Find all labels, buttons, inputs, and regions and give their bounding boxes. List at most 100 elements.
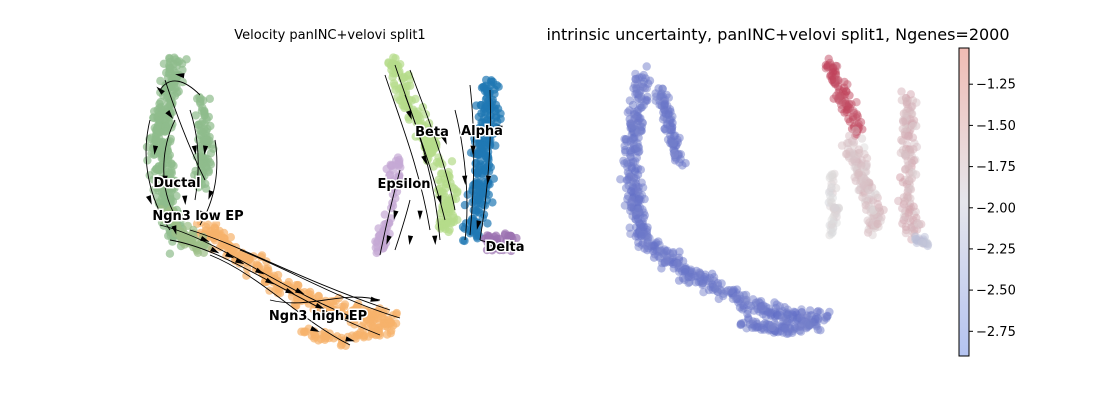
- uncertainty-point: [627, 203, 636, 212]
- ngn3-high-ep-point: [271, 278, 281, 287]
- velocity-arrow: [295, 287, 305, 295]
- alpha-point: [494, 82, 503, 91]
- velocity-arrow: [162, 175, 168, 185]
- uncertainty-point: [899, 117, 908, 126]
- velocity-arrow: [436, 195, 442, 205]
- streamline: [409, 69, 456, 211]
- uncertainty-point: [850, 173, 859, 182]
- beta-point: [450, 184, 459, 194]
- delta-point: [483, 231, 492, 240]
- streamline: [269, 296, 381, 304]
- beta-point: [405, 81, 415, 91]
- beta-point: [400, 73, 409, 82]
- uncertainty-point: [911, 232, 920, 241]
- uncertainty-point: [704, 285, 714, 295]
- uncertainty-point: [638, 230, 647, 239]
- velocity-arrow: [171, 225, 177, 235]
- alpha-point: [490, 122, 500, 131]
- velocity-arrow: [345, 314, 355, 320]
- uncertainty-point: [821, 60, 831, 70]
- uncertainty-point: [900, 150, 910, 159]
- alpha-point: [484, 134, 494, 144]
- beta-point: [392, 60, 401, 70]
- uncertainty-point: [645, 234, 654, 243]
- ngn3-high-ep-point: [370, 324, 379, 333]
- velocity-arrow: [165, 110, 174, 119]
- ductal-point: [166, 64, 175, 73]
- uncertainty-point: [642, 62, 651, 71]
- ductal-point: [159, 59, 169, 68]
- ductal-point: [205, 94, 214, 104]
- uncertainty-point: [857, 134, 867, 143]
- uncertainty-point: [625, 96, 635, 105]
- velocity-arrow: [476, 220, 482, 230]
- velocity-arrow: [441, 135, 447, 145]
- uncertainty-point: [670, 149, 679, 159]
- uncertainty-point: [673, 259, 682, 269]
- ductal-point: [166, 137, 175, 146]
- ngn3-high-ep-point: [349, 307, 358, 316]
- uncertainty-point: [864, 186, 873, 195]
- streamline: [189, 229, 391, 311]
- uncertainty-point: [687, 273, 696, 282]
- alpha-point: [475, 208, 484, 217]
- ductal-point: [204, 112, 213, 122]
- alpha-point: [460, 200, 470, 210]
- uncertainty-point: [639, 213, 648, 223]
- ductal-point: [165, 249, 175, 258]
- ngn3-high-ep-point: [329, 334, 338, 343]
- ductal-point: [157, 102, 166, 112]
- velocity-arrowheads: [146, 73, 503, 342]
- uncertainty-point: [634, 197, 643, 206]
- epsilon-point: [385, 171, 394, 180]
- alpha-point: [463, 190, 472, 199]
- velocity-arrow: [198, 210, 204, 220]
- uncertainty-point: [654, 252, 663, 261]
- velocity-arrow: [285, 288, 295, 294]
- uncertainty-point: [863, 228, 873, 237]
- beta-point: [436, 169, 446, 178]
- alpha-point: [475, 139, 484, 149]
- ductal-point: [163, 82, 173, 92]
- epsilon-point: [388, 190, 398, 199]
- velocity-embedding-panel: Velocity panINC+velovi split1 Ductal Ngn…: [142, 28, 526, 350]
- uncertainty-point: [616, 175, 625, 184]
- left-scatter-points: [142, 53, 523, 350]
- streamline: [394, 199, 411, 251]
- velocity-arrow: [432, 235, 438, 245]
- uncertainty-point: [636, 122, 645, 131]
- ductal-point: [167, 186, 177, 195]
- uncertainty-point: [904, 192, 913, 202]
- velocity-arrow: [310, 326, 320, 332]
- alpha-point: [481, 183, 491, 193]
- label-alpha: Alpha: [461, 124, 503, 139]
- ngn3-high-ep-point: [351, 334, 360, 343]
- uncertainty-point: [830, 203, 839, 213]
- uncertainty-point: [835, 91, 844, 101]
- uncertainty-point: [908, 102, 917, 111]
- uncertainty-point: [651, 89, 660, 98]
- streamline: [479, 89, 491, 241]
- uncertainty-point: [657, 264, 666, 273]
- ngn3-high-ep-point: [379, 319, 388, 328]
- streamline: [379, 169, 401, 256]
- alpha-point: [485, 105, 494, 114]
- alpha-point: [482, 119, 492, 129]
- uncertainty-point: [630, 166, 640, 175]
- uncertainty-point: [844, 114, 853, 124]
- uncertainty-point: [623, 175, 632, 185]
- alpha-point: [465, 225, 474, 234]
- uncertainty-point: [898, 137, 907, 146]
- uncertainty-point: [853, 112, 862, 121]
- label-ngn3-low-ep: Ngn3 low EP: [152, 209, 243, 224]
- right-panel-title: intrinsic uncertainty, panINC+velovi spl…: [546, 25, 1009, 44]
- ngn3-high-ep-point: [210, 223, 219, 232]
- delta-point: [512, 233, 521, 243]
- beta-point: [400, 101, 409, 111]
- velocity-arrow: [345, 336, 355, 342]
- uncertainty-point: [642, 241, 651, 250]
- beta-point: [426, 133, 435, 142]
- beta-point: [434, 131, 443, 140]
- velocity-arrow: [255, 267, 265, 275]
- ductal-point: [172, 61, 181, 70]
